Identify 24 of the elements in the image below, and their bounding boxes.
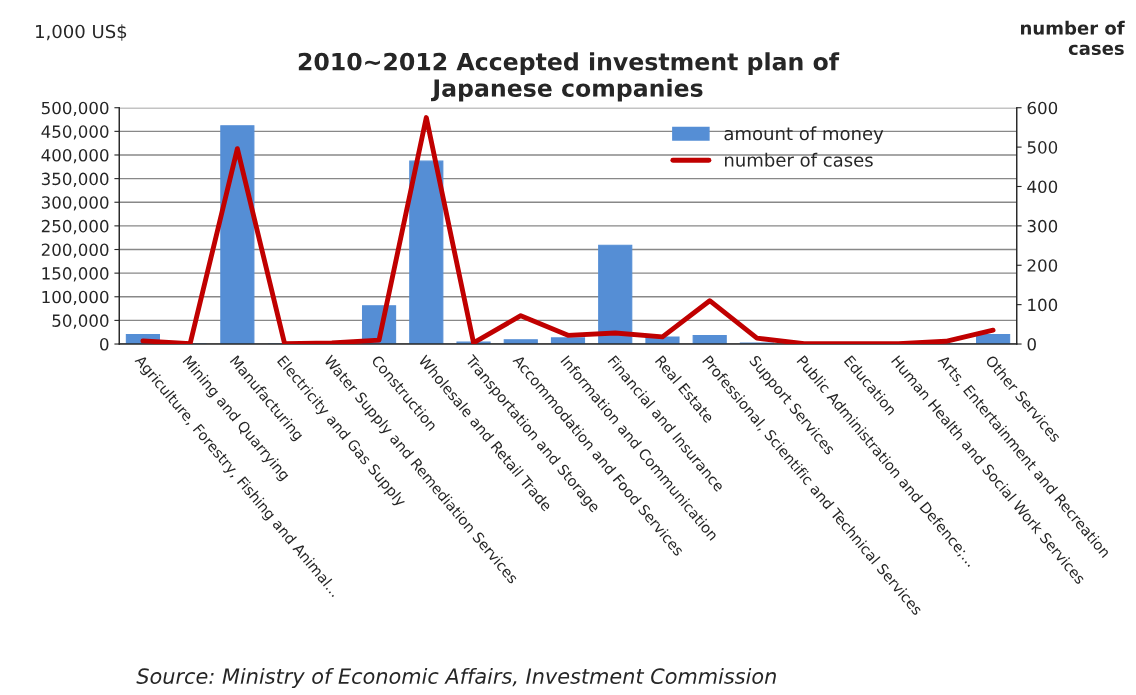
y2-tick-label: 500 — [1027, 141, 1058, 154]
y-tick-label: 500,000 — [41, 101, 109, 116]
y2-axis-title: number of cases — [1021, 20, 1125, 56]
y-tick-label: 50,000 — [52, 314, 109, 329]
y-axis-title: 1,000 US$ — [36, 24, 127, 41]
y-tick-label: 0 — [100, 337, 109, 351]
chart-title: 2010~2012 Accepted investment plan of Japanese companies — [298, 52, 840, 102]
y2-tick-label: 0 — [1027, 337, 1036, 351]
source-note: Source: Ministry of Economic Affairs, Investment Commission — [136, 667, 776, 689]
y-tick-label: 250,000 — [41, 219, 109, 235]
y-tick-label: 400,000 — [41, 148, 109, 164]
legend-label: amount of money — [724, 126, 884, 144]
y2-tick-label: 600 — [1027, 101, 1058, 115]
y-tick-label: 200,000 — [41, 243, 109, 258]
y-tick-label: 150,000 — [42, 267, 109, 282]
y2-tick-label: 200 — [1027, 259, 1058, 272]
y-tick-label: 100,000 — [42, 290, 109, 306]
y2-tick-label: 300 — [1027, 219, 1058, 233]
y-tick-label: 450,000 — [41, 125, 109, 140]
y-tick-label: 350,000 — [41, 172, 109, 187]
legend-label: number of cases — [725, 152, 873, 167]
y-tick-label: 300,000 — [41, 196, 109, 211]
y2-tick-label: 400 — [1027, 180, 1058, 194]
y2-tick-label: 100 — [1028, 298, 1058, 312]
